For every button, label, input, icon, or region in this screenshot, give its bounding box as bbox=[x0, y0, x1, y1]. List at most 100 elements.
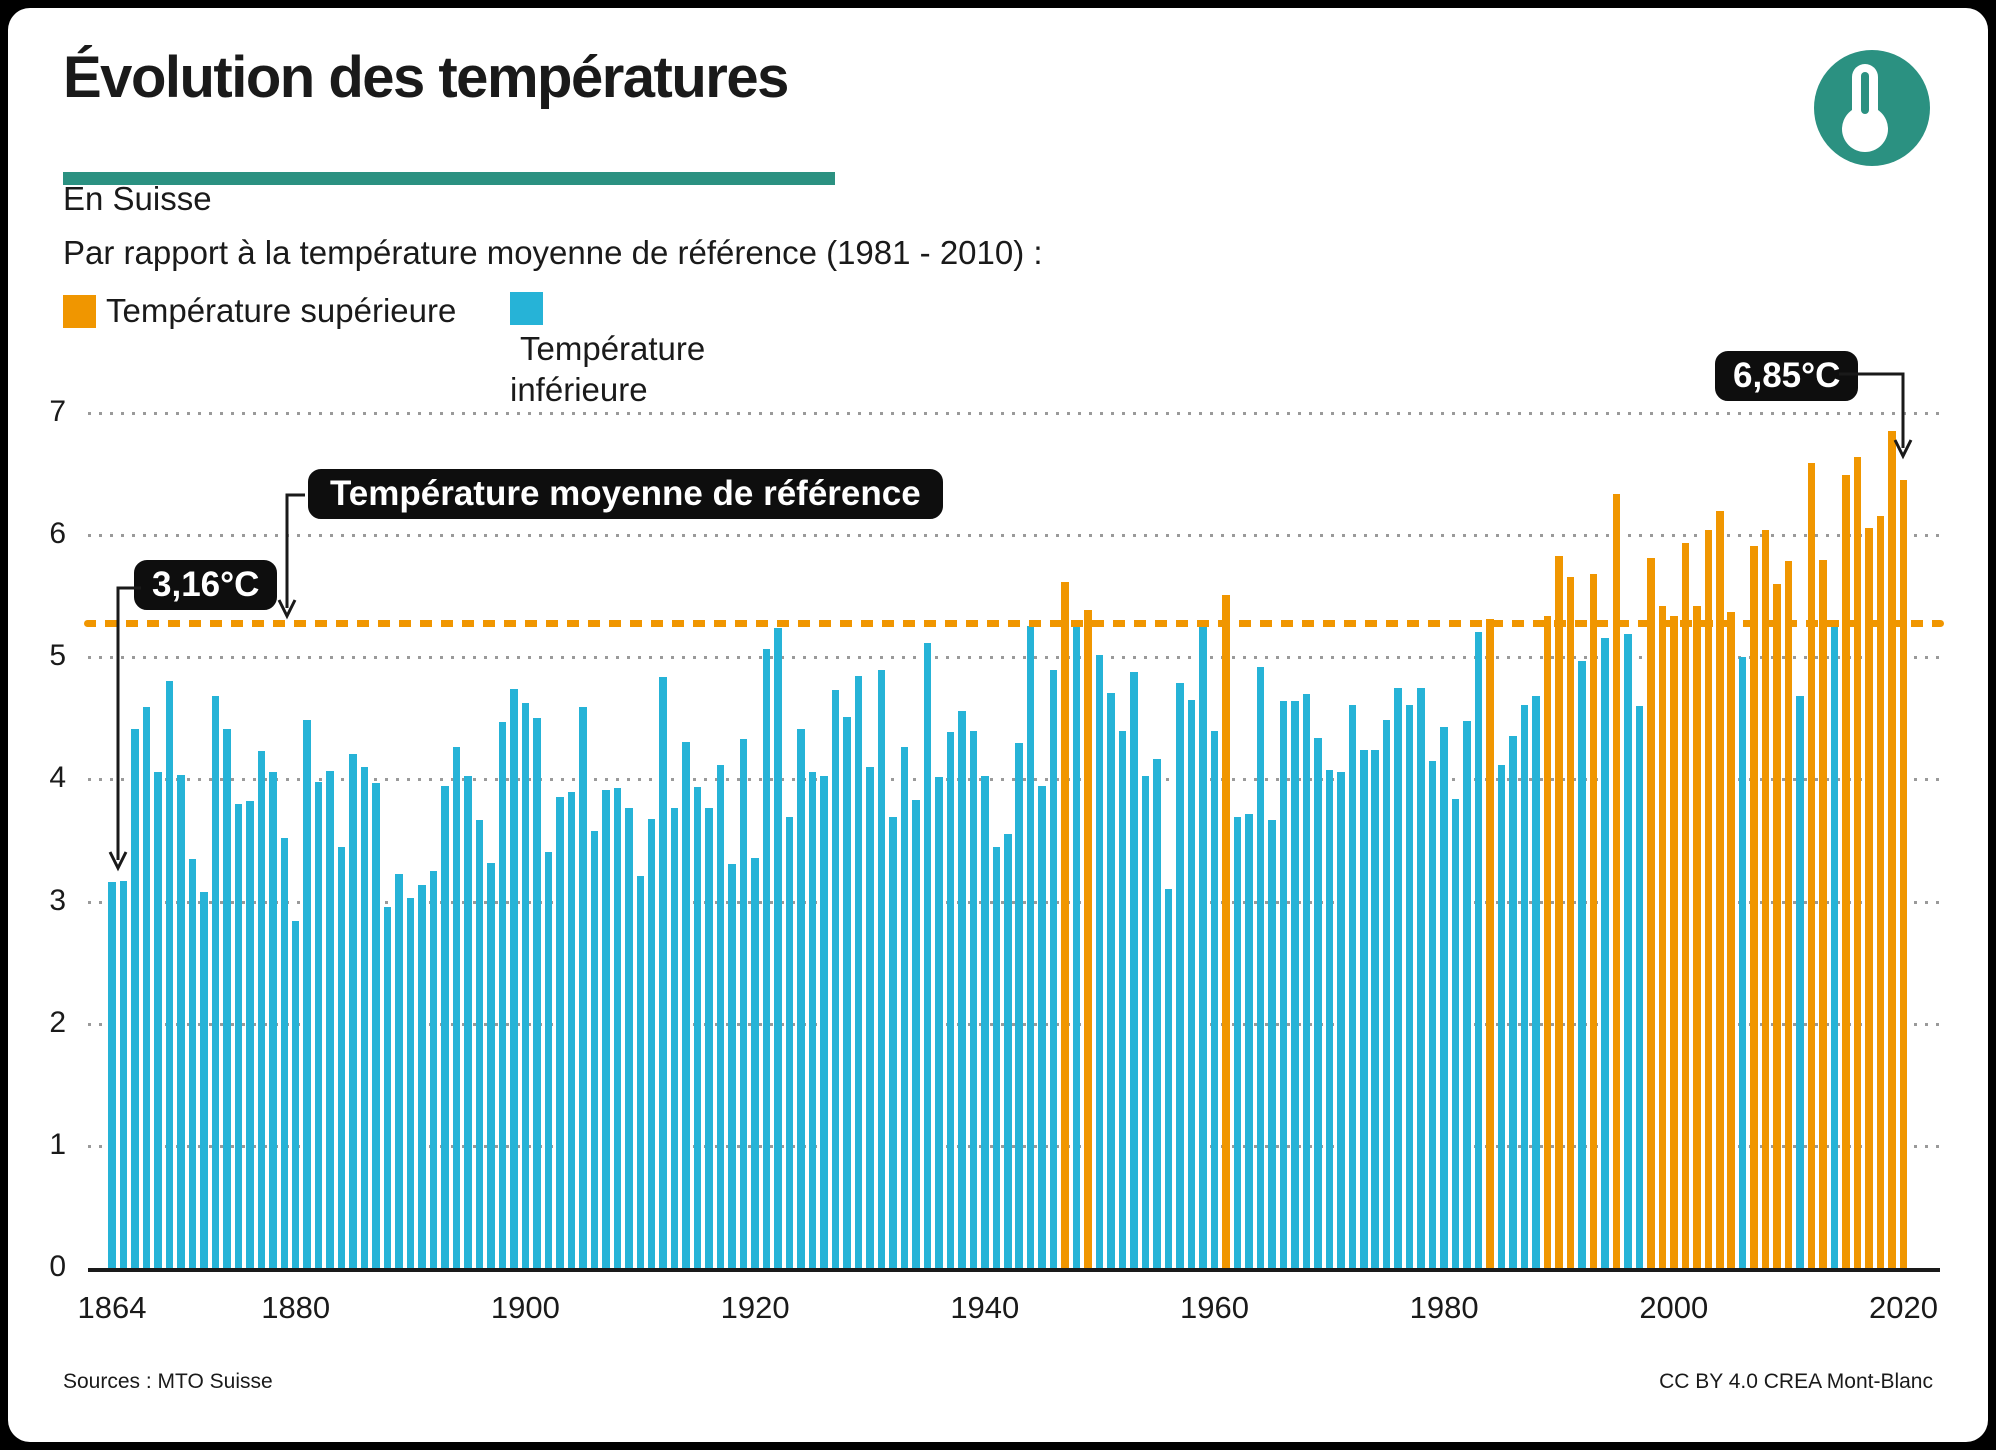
y-axis-tick-label: 6 bbox=[49, 517, 66, 551]
y-axis-tick-label: 4 bbox=[49, 761, 66, 795]
temperature-bar-1916 bbox=[705, 807, 713, 1268]
temperature-bar-2018 bbox=[1876, 515, 1885, 1268]
temperature-bar-1985 bbox=[1497, 764, 1506, 1268]
legend-label-above: Température supérieure bbox=[106, 292, 457, 329]
temperature-bar-1864 bbox=[108, 882, 116, 1268]
temperature-bar-1955 bbox=[1153, 758, 1161, 1268]
legend-item-above: Température supérieure bbox=[63, 292, 456, 332]
temperature-bar-2019 bbox=[1888, 431, 1896, 1268]
temperature-bar-2010 bbox=[1784, 560, 1793, 1268]
temperature-bar-1967 bbox=[1291, 701, 1299, 1268]
temperature-bar-2013 bbox=[1819, 559, 1827, 1268]
temperature-bar-1990 bbox=[1555, 555, 1563, 1268]
temperature-bar-1962 bbox=[1233, 817, 1242, 1268]
temperature-bar-1880 bbox=[291, 921, 300, 1268]
temperature-bar-1897 bbox=[487, 862, 495, 1268]
temperature-bar-1989 bbox=[1543, 615, 1552, 1268]
temperature-bar-1910 bbox=[636, 875, 645, 1268]
temperature-bar-1968 bbox=[1302, 693, 1311, 1268]
temperature-bar-1925 bbox=[808, 772, 817, 1268]
temperature-bar-1901 bbox=[533, 718, 541, 1268]
temperature-bar-1993 bbox=[1589, 574, 1598, 1268]
temperature-bar-1992 bbox=[1578, 661, 1586, 1268]
temperature-bar-1942 bbox=[1004, 834, 1012, 1268]
temperature-bar-1944 bbox=[1026, 625, 1035, 1268]
temperature-bar-1991 bbox=[1566, 576, 1575, 1268]
temperature-bar-2020 bbox=[1899, 480, 1908, 1268]
temperature-bar-1903 bbox=[556, 796, 564, 1268]
temperature-bar-1972 bbox=[1348, 704, 1357, 1268]
temperature-bar-1979 bbox=[1428, 761, 1437, 1268]
temperature-bar-1873 bbox=[211, 696, 220, 1268]
temperature-bar-1938 bbox=[958, 711, 966, 1268]
temperature-bar-2000 bbox=[1670, 615, 1678, 1268]
gridline bbox=[88, 1144, 1940, 1148]
temperature-bar-1867 bbox=[142, 707, 151, 1268]
temperature-bar-1865 bbox=[119, 880, 128, 1268]
temperature-bar-2011 bbox=[1796, 696, 1804, 1268]
temperature-bar-1932 bbox=[889, 817, 897, 1268]
temperature-bar-1881 bbox=[303, 719, 311, 1268]
temperature-bar-1953 bbox=[1130, 672, 1138, 1268]
temperature-bar-1997 bbox=[1635, 706, 1644, 1268]
temperature-bar-1936 bbox=[935, 777, 943, 1268]
temperature-bar-1963 bbox=[1245, 813, 1253, 1268]
temperature-bar-2012 bbox=[1807, 463, 1816, 1268]
temperature-bar-2009 bbox=[1773, 584, 1781, 1268]
temperature-bar-1950 bbox=[1095, 654, 1104, 1268]
temperature-bar-1957 bbox=[1176, 682, 1184, 1268]
license-credit: CC BY 4.0 CREA Mont-Blanc bbox=[1659, 1370, 1933, 1393]
temperature-bar-1913 bbox=[670, 807, 679, 1268]
y-axis-tick-label: 0 bbox=[49, 1250, 66, 1283]
gridline bbox=[88, 412, 1940, 416]
temperature-bar-1961 bbox=[1222, 595, 1230, 1268]
temperature-bar-1870 bbox=[177, 774, 185, 1268]
temperature-bar-1980 bbox=[1440, 726, 1448, 1268]
temperature-bar-1911 bbox=[647, 818, 656, 1268]
temperature-bar-1998 bbox=[1647, 558, 1655, 1268]
source-credit: Sources : MTO Suisse bbox=[63, 1370, 273, 1393]
temperature-bar-1984 bbox=[1486, 619, 1494, 1268]
temperature-bar-1952 bbox=[1118, 730, 1127, 1268]
temperature-bar-1884 bbox=[337, 846, 346, 1268]
temperature-bar-1999 bbox=[1658, 606, 1667, 1268]
temperature-bar-1889 bbox=[395, 873, 403, 1268]
temperature-bar-2003 bbox=[1704, 530, 1713, 1268]
temperature-bar-2001 bbox=[1681, 542, 1690, 1268]
x-axis-tick-label: 1980 bbox=[1409, 1290, 1479, 1325]
page-subtitle: En Suisse bbox=[63, 180, 212, 217]
temperature-bar-1928 bbox=[843, 717, 851, 1268]
thermometer-mercury-track bbox=[1861, 72, 1869, 114]
temperature-bar-1900 bbox=[521, 702, 530, 1268]
y-axis-tick-label: 3 bbox=[49, 883, 66, 917]
temperature-bar-1896 bbox=[475, 819, 484, 1268]
temperature-bar-1933 bbox=[900, 746, 909, 1268]
temperature-bar-1940 bbox=[981, 775, 989, 1268]
temperature-bar-2004 bbox=[1716, 510, 1724, 1268]
temperature-bar-1885 bbox=[349, 753, 357, 1268]
temperature-bar-1977 bbox=[1405, 704, 1414, 1268]
y-axis-tick-label: 1 bbox=[49, 1127, 66, 1161]
temperature-bar-1986 bbox=[1509, 735, 1517, 1268]
temperature-bar-1866 bbox=[131, 729, 139, 1268]
temperature-bar-1893 bbox=[441, 785, 449, 1268]
temperature-bar-1883 bbox=[326, 770, 334, 1268]
temperature-bar-1994 bbox=[1601, 637, 1609, 1268]
temperature-bar-1869 bbox=[165, 680, 174, 1268]
legend-swatch-above bbox=[63, 295, 96, 328]
temperature-bar-2005 bbox=[1727, 612, 1735, 1268]
temperature-bar-1982 bbox=[1463, 720, 1471, 1268]
reference-line-callout: Température moyenne de référence bbox=[305, 466, 946, 522]
temperature-bar-1875 bbox=[234, 803, 243, 1268]
temperature-bar-1877 bbox=[257, 751, 266, 1268]
temperature-bar-2015 bbox=[1842, 475, 1850, 1268]
temperature-bar-1887 bbox=[372, 783, 380, 1268]
temperature-bar-1934 bbox=[912, 800, 920, 1268]
temperature-bar-1964 bbox=[1256, 667, 1265, 1268]
temperature-bar-1899 bbox=[510, 689, 518, 1268]
temperature-bar-1918 bbox=[728, 863, 736, 1268]
temperature-bar-1959 bbox=[1199, 624, 1207, 1268]
temperature-bar-2014 bbox=[1830, 624, 1839, 1268]
temperature-bar-1931 bbox=[877, 669, 886, 1268]
